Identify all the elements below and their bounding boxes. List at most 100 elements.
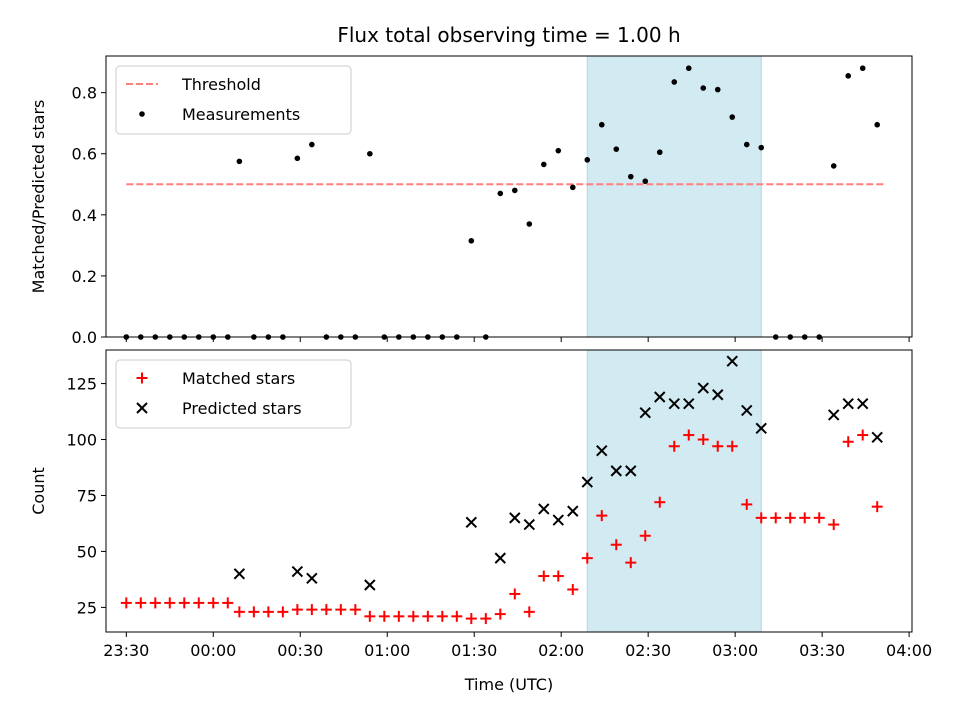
matched-star-marker bbox=[828, 519, 840, 531]
measurement-point bbox=[627, 173, 634, 180]
measurement-point bbox=[758, 144, 765, 151]
legend-label: Measurements bbox=[182, 105, 300, 124]
matched-star-marker bbox=[552, 570, 564, 582]
matched-star-marker bbox=[149, 597, 161, 609]
predicted-star-marker bbox=[654, 391, 666, 403]
y-tick-label: 125 bbox=[66, 375, 97, 394]
predicted-star-marker bbox=[871, 431, 883, 443]
bottom-series-layer bbox=[120, 355, 883, 625]
matched-star-marker bbox=[538, 570, 550, 582]
matched-star-marker bbox=[120, 597, 132, 609]
matched-star-marker bbox=[164, 597, 176, 609]
measurement-point bbox=[743, 141, 750, 148]
measurement-point bbox=[569, 184, 576, 191]
matched-star-marker bbox=[291, 604, 303, 616]
matched-star-marker bbox=[770, 512, 782, 524]
legend-label: Threshold bbox=[181, 75, 261, 94]
bottom-panel: 25 50 75 100 125 23:30 00:00 00:30 01:00 01:30 02… bbox=[29, 349, 932, 660]
measurement-point bbox=[526, 221, 533, 227]
predicted-star-marker bbox=[741, 404, 753, 417]
matched-star-marker bbox=[842, 436, 854, 448]
matched-star-marker bbox=[306, 604, 318, 616]
measurement-point bbox=[685, 65, 692, 72]
predicted-star-marker bbox=[552, 514, 564, 526]
matched-star-marker bbox=[378, 610, 390, 622]
x-tick-label: 02:30 bbox=[625, 641, 671, 660]
legend-predicted-swatch bbox=[136, 402, 148, 414]
predicted-star-marker bbox=[581, 476, 593, 488]
top-series-layer bbox=[123, 65, 886, 340]
x-tick-label: 23:30 bbox=[103, 641, 149, 660]
measurement-point bbox=[309, 141, 315, 148]
measurement-point bbox=[845, 73, 852, 79]
y-tick-label: 75 bbox=[77, 486, 97, 505]
matched-star-marker bbox=[422, 610, 434, 622]
matched-star-marker bbox=[799, 512, 811, 524]
matched-star-marker bbox=[509, 588, 521, 600]
measurement-point bbox=[540, 161, 547, 168]
predicted-star-marker bbox=[538, 503, 550, 515]
y-tick-label: 0.6 bbox=[72, 145, 97, 164]
matched-star-marker bbox=[451, 610, 463, 622]
bottom-y-ticks: 25 50 75 100 125 bbox=[66, 375, 106, 617]
matched-star-marker bbox=[407, 610, 419, 622]
predicted-star-marker bbox=[567, 505, 579, 517]
y-tick-label: 0.8 bbox=[72, 84, 97, 103]
legend-measurement-swatch bbox=[139, 111, 145, 117]
predicted-star-marker bbox=[494, 552, 507, 564]
legend-matched-swatch bbox=[136, 372, 148, 384]
measurement-point bbox=[671, 79, 678, 85]
top-shaded-span bbox=[586, 55, 762, 338]
legend-box bbox=[115, 65, 352, 135]
matched-star-marker bbox=[480, 613, 492, 625]
matched-star-marker bbox=[349, 604, 361, 616]
measurement-point bbox=[729, 114, 736, 120]
matched-star-marker bbox=[596, 510, 608, 522]
legend-box bbox=[115, 359, 352, 429]
predicted-star-marker bbox=[828, 409, 840, 421]
x-tick-label: 03:30 bbox=[799, 641, 845, 660]
predicted-star-marker bbox=[712, 389, 724, 401]
predicted-star-marker bbox=[364, 579, 376, 591]
measurement-point bbox=[613, 146, 620, 152]
predicted-star-marker bbox=[668, 398, 680, 410]
predicted-star-marker bbox=[306, 572, 318, 584]
matched-star-marker bbox=[248, 606, 260, 618]
top-y-axis-label: Matched/Predicted stars bbox=[29, 100, 48, 294]
matched-star-marker bbox=[697, 434, 709, 446]
top-legend: Threshold Measurements bbox=[115, 65, 352, 135]
y-tick-label: 100 bbox=[66, 431, 97, 450]
y-tick-label: 0.0 bbox=[72, 328, 97, 347]
matched-star-marker bbox=[320, 604, 332, 616]
measurement-point bbox=[294, 155, 301, 162]
measurement-point bbox=[656, 149, 663, 156]
x-tick-label: 01:30 bbox=[451, 641, 497, 660]
predicted-star-marker bbox=[509, 512, 521, 524]
measurement-point bbox=[555, 147, 562, 154]
predicted-star-marker bbox=[233, 568, 246, 580]
matched-star-marker bbox=[262, 606, 274, 618]
matched-star-marker bbox=[857, 429, 869, 441]
matched-star-marker bbox=[135, 597, 147, 609]
observing-window-span bbox=[586, 349, 762, 633]
matched-star-marker bbox=[207, 597, 219, 609]
matched-star-marker bbox=[741, 498, 753, 510]
matched-star-marker bbox=[393, 610, 405, 622]
matched-star-marker bbox=[654, 496, 666, 508]
top-axes-frame bbox=[105, 55, 913, 338]
matched-star-marker bbox=[712, 440, 724, 452]
predicted-star-marker bbox=[291, 565, 304, 578]
matched-star-marker bbox=[668, 440, 680, 452]
predicted-star-marker bbox=[726, 355, 738, 367]
matched-star-marker bbox=[683, 429, 695, 441]
matched-star-marker bbox=[755, 512, 767, 524]
top-y-ticks: 0.0 0.2 0.4 0.6 0.8 bbox=[72, 84, 106, 347]
x-axis-label: Time (UTC) bbox=[464, 675, 553, 694]
top-x-ticks bbox=[125, 337, 910, 342]
measurement-point bbox=[598, 121, 605, 128]
matched-star-marker bbox=[523, 606, 535, 618]
predicted-star-marker bbox=[697, 382, 709, 394]
predicted-star-marker bbox=[857, 398, 869, 410]
x-tick-label: 01:00 bbox=[364, 641, 410, 660]
x-tick-label: 04:00 bbox=[886, 641, 932, 660]
